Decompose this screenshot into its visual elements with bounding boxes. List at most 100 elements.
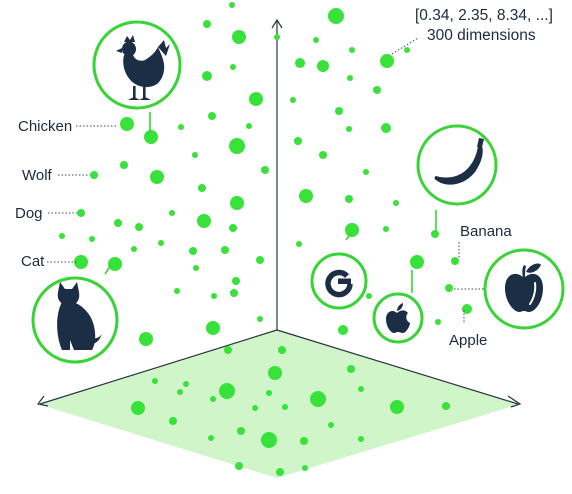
embedding-point: [346, 126, 352, 132]
embedding-point: [230, 196, 244, 210]
embedding-point: [294, 137, 302, 145]
embedding-point: [90, 171, 98, 179]
apple-label: Apple: [449, 332, 487, 349]
embedding-point: [252, 405, 258, 411]
embedding-point: [300, 437, 308, 445]
chicken-label: Chicken: [18, 118, 72, 135]
vertical-axis-arrowhead: [271, 18, 283, 29]
embedding-point: [120, 117, 134, 131]
wolf-label: Wolf: [22, 167, 53, 184]
right-axis-arrowhead: [507, 395, 522, 408]
embedding-point: [445, 284, 453, 292]
banana-icon: [434, 138, 484, 185]
embedding-point: [317, 60, 329, 72]
google-connector: [345, 231, 353, 241]
embedding-point: [235, 462, 243, 470]
embedding-point: [274, 34, 280, 40]
embedding-point: [383, 226, 389, 232]
embedding-point: [404, 47, 410, 53]
embedding-point: [131, 401, 145, 415]
embedding-point: [135, 223, 143, 231]
embedding-point: [276, 468, 284, 476]
embedding-point: [152, 378, 158, 384]
embedding-point: [197, 214, 211, 228]
embedding-point: [139, 332, 153, 346]
embedding-point: [335, 107, 343, 115]
embedding-point: [358, 436, 364, 442]
embedding-point: [363, 169, 369, 175]
cat-node: [31, 276, 119, 364]
embedding-point: [431, 230, 439, 238]
embedding-point: [229, 224, 237, 232]
embedding-point: [338, 325, 348, 335]
embedding-point: [328, 8, 344, 24]
embedding-point: [202, 71, 212, 81]
embedding-point: [256, 256, 264, 264]
cat-connector: [104, 264, 112, 275]
embedding-point: [178, 124, 184, 130]
embedding-point: [169, 210, 175, 216]
apple-fruit-icon: [505, 263, 543, 312]
embedding-point: [373, 86, 381, 94]
embedding-point: [224, 346, 232, 354]
leader-lines: [47, 37, 484, 324]
embedding-point: [462, 304, 472, 314]
embedding-point: [177, 389, 183, 395]
embedding-point: [345, 195, 353, 203]
embedding-point: [358, 386, 364, 392]
embedding-point: [183, 381, 189, 387]
embedding-point: [74, 255, 88, 269]
embedding-point: [278, 346, 286, 354]
embedding-point: [366, 293, 372, 299]
embedding-point: [313, 37, 319, 43]
embedding-point: [193, 265, 199, 271]
apple-logo-icon: [386, 303, 410, 333]
embedding-point: [108, 257, 122, 271]
google-logo-icon: [325, 269, 353, 298]
left-axis: [39, 329, 278, 405]
dog-label: Dog: [15, 205, 43, 222]
embedding-point: [349, 47, 355, 53]
embedding-point: [310, 391, 326, 407]
embedding-point: [261, 166, 269, 174]
embedding-point: [89, 236, 95, 242]
embedding-point: [442, 402, 450, 410]
embedding-point: [237, 427, 245, 435]
embedding-point: [232, 30, 246, 44]
embedding-point: [229, 2, 235, 8]
chicken-icon: [116, 35, 170, 100]
embedding-point: [381, 123, 391, 133]
embedding-point: [295, 58, 305, 68]
embedding-point: [249, 92, 263, 106]
apple-logo-node: [372, 292, 424, 344]
embedding-point: [347, 365, 355, 373]
embedding-point: [150, 170, 164, 184]
embedding-point: [174, 288, 180, 294]
embedding-point: [296, 241, 302, 247]
embedding-point: [229, 138, 245, 154]
embedding-point: [208, 435, 214, 441]
embedding-point: [208, 112, 216, 120]
embedding-point: [211, 293, 217, 299]
embedding-point: [144, 130, 158, 144]
embedding-point: [189, 247, 197, 255]
axes: [36, 18, 522, 408]
embedding-point: [206, 321, 220, 335]
apple-fruit-node: [483, 248, 565, 330]
embedding-point: [219, 383, 235, 399]
embedding-point: [390, 400, 404, 414]
embedding-point: [59, 233, 65, 239]
embedding-point: [114, 219, 122, 227]
embedding-point: [410, 255, 424, 269]
embedding-point: [347, 75, 353, 81]
embedding-point: [77, 209, 85, 217]
embedding-point: [230, 289, 238, 297]
embedding-point: [257, 316, 263, 322]
embedding-point: [345, 223, 359, 237]
embedding-point: [282, 404, 288, 410]
embedding-point: [393, 200, 399, 206]
embedding-point: [192, 152, 198, 158]
left-axis-arrowhead: [36, 395, 49, 407]
